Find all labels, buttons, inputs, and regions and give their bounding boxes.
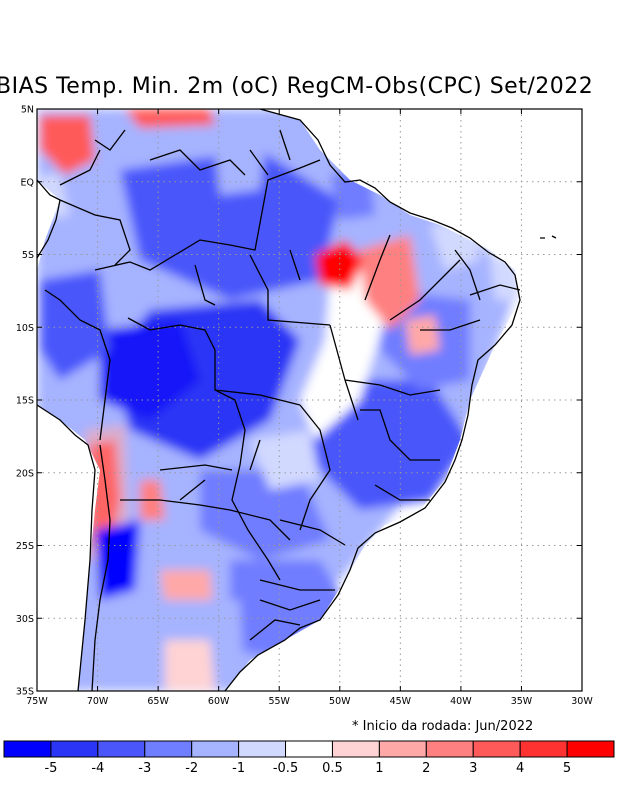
bias-region-north-amazon (120, 150, 340, 300)
colorbar-swatch (472, 740, 521, 758)
argentina-chile-border (91, 444, 111, 691)
colorbar-swatch (331, 740, 380, 758)
lon-tick-label: 55W (268, 696, 290, 707)
lat-tick-label: EQ (21, 177, 34, 188)
brazil-border (94, 159, 321, 581)
atlantic-small-islands (540, 235, 557, 239)
bias-region-guyana-light (215, 150, 265, 195)
colorbar-swatch (378, 740, 427, 758)
brazil-states (194, 234, 521, 611)
bias-region-chile-south (95, 520, 140, 600)
lat-lon-grid (37, 109, 582, 691)
run-start-note: * Inicio da rodada: Jun/2022 (352, 719, 534, 734)
lat-tick-label: 35S (16, 687, 34, 698)
lat-tick-label: 15S (16, 396, 34, 407)
lon-tick-label: 65W (147, 696, 169, 707)
axes: 75W 70W 65W 60W 55W 50W 45W 40W 35W 30W 5N EQ 5S 10S 1… (16, 105, 593, 708)
colorbar-label: -3 (138, 761, 151, 776)
colorbar-swatch (191, 740, 240, 758)
venezuela-guyana-border (149, 129, 291, 176)
colorbar-label: -2 (185, 761, 198, 776)
bias-region-piaui (405, 315, 440, 355)
lon-tick-label: 35W (511, 696, 533, 707)
colorbar-label: -5 (44, 761, 57, 776)
colorbar-label: 1 (375, 761, 383, 776)
lon-tick-label: 50W (329, 696, 351, 707)
colorbar-swatch (238, 740, 287, 758)
bias-region-mato-grosso-sul (200, 470, 330, 560)
bias-region-caribbean (125, 109, 215, 128)
lat-tick-label: 20S (16, 468, 34, 479)
lat-tick-label: 10S (16, 323, 34, 334)
colorbar-swatch (144, 740, 193, 758)
colombia-border (59, 129, 131, 266)
argentina-north-border (120, 499, 231, 511)
peru-border (44, 289, 111, 441)
colorbar-swatch (97, 740, 146, 758)
colorbar-label: -1 (232, 761, 245, 776)
colorbar-swatch (3, 740, 52, 758)
bolivia-paraguay-border (159, 464, 291, 541)
colorbar-swatch (519, 740, 568, 758)
lat-tick-label: 25S (16, 541, 34, 552)
lon-tick-label: 70W (87, 696, 109, 707)
bias-region-west-amazon (40, 270, 110, 380)
colorbar-label: 4 (516, 761, 524, 776)
lon-tick-label: 75W (26, 696, 48, 707)
bias-region-bolivia (100, 320, 200, 420)
colorbar-label: 0.5 (322, 761, 343, 776)
colorbar-swatch (50, 740, 99, 758)
bias-region-pampas-warm (165, 640, 215, 690)
lon-tick-label: 40W (450, 696, 472, 707)
uruguay-border (249, 619, 301, 641)
colorbar-label: 5 (563, 761, 571, 776)
lon-tick-label: 45W (390, 696, 412, 707)
lat-tick-label: 30S (16, 614, 34, 625)
bias-region-minas-east (310, 380, 470, 510)
lat-tick-label: 5N (21, 105, 34, 116)
lat-tick-label: 5S (22, 250, 34, 261)
bias-region-goias-light (250, 430, 320, 490)
lon-tick-label: 60W (208, 696, 230, 707)
map-title: BIAS Temp. Min. 2m (oC) RegCM-Obs(CPC) S… (0, 74, 594, 99)
colorbar-label: 3 (469, 761, 477, 776)
colorbar-label: -0.5 (273, 761, 298, 776)
south-america-coastline (37, 109, 521, 691)
colorbar-swatch (425, 740, 474, 758)
colorbar-label: -4 (91, 761, 104, 776)
colorbar-swatch (285, 740, 333, 758)
colorbar-swatch (566, 740, 615, 758)
bias-region-venezuela (40, 115, 95, 175)
lon-tick-label: 30W (571, 696, 593, 707)
bias-region-tocantins-band (300, 250, 385, 440)
colorbar: -5 -4 -3 -2 -1 -0.5 0.5 1 2 3 4 5 (3, 740, 615, 776)
colorbar-label: 2 (422, 761, 430, 776)
bias-region-maranhao (360, 235, 420, 330)
bias-region-para-east (315, 240, 365, 290)
political-boundaries (37, 109, 557, 691)
